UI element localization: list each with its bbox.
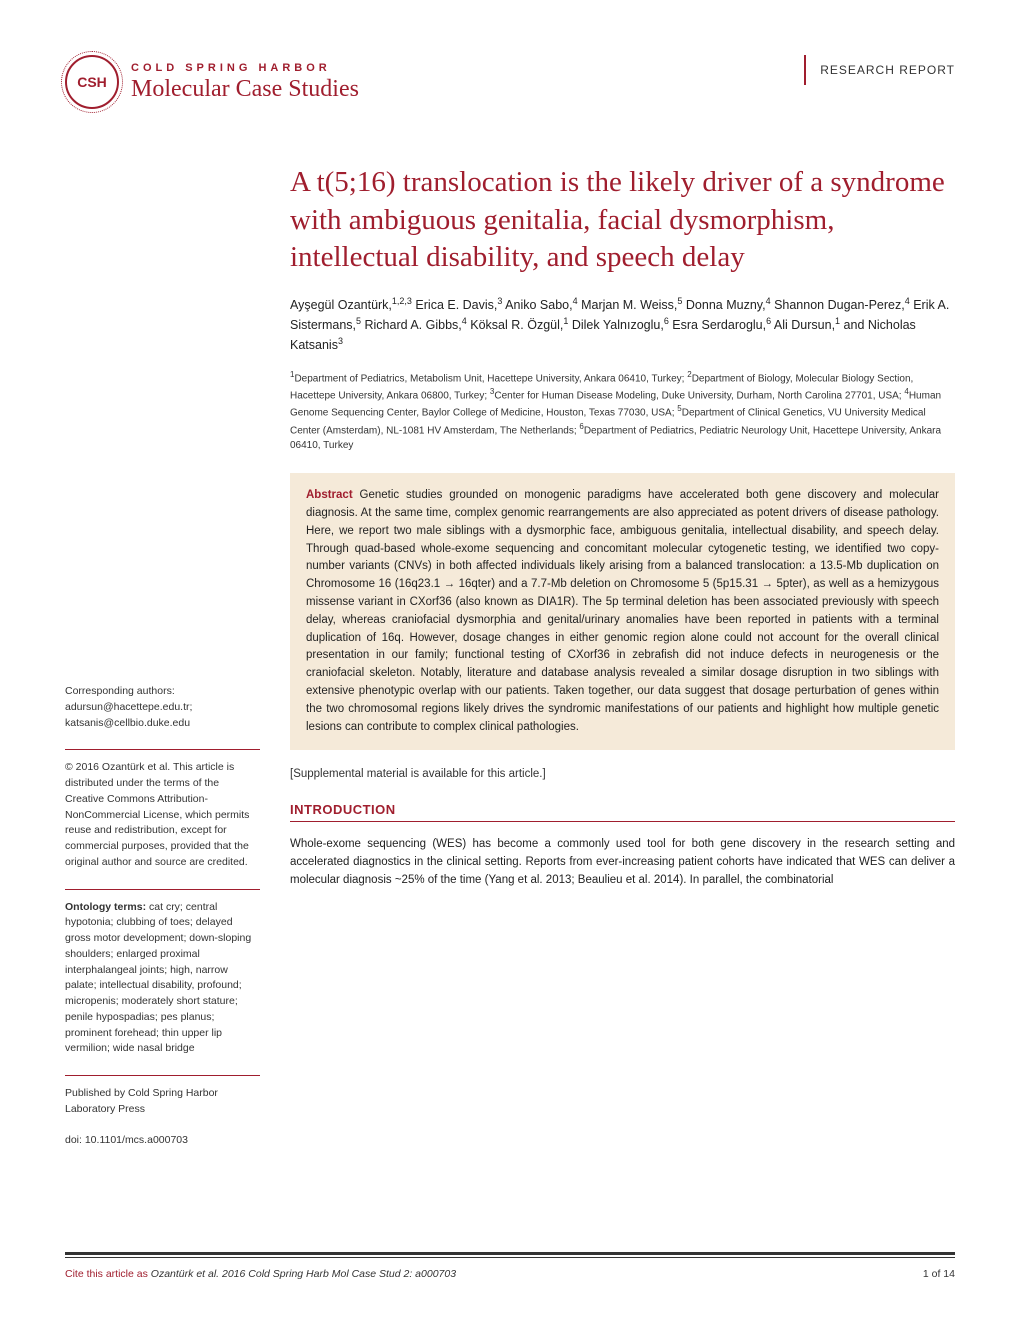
affiliations-list: 1Department of Pediatrics, Metabolism Un… (290, 369, 955, 453)
corresponding-emails: adursun@hacettepe.edu.tr; katsanis@cellb… (65, 701, 192, 729)
supplemental-note: [Supplemental material is available for … (290, 768, 955, 780)
citation-full: Ozantürk et al. 2016 Cold Spring Harb Mo… (151, 1268, 456, 1280)
page-header: CSH COLD SPRING HARBOR Molecular Case St… (65, 55, 955, 109)
ontology-label: Ontology terms: (65, 901, 146, 913)
corresponding-authors: Corresponding authors: adursun@hacettepe… (65, 684, 260, 749)
abstract-text: Genetic studies grounded on monogenic pa… (306, 489, 939, 733)
doi-text: doi: 10.1101/mcs.a000703 (65, 1133, 260, 1149)
article-title: A t(5;16) translocation is the likely dr… (290, 164, 955, 277)
page-number: 1 of 14 (923, 1268, 955, 1280)
main-content: A t(5;16) translocation is the likely dr… (290, 164, 955, 1167)
copyright-block: © 2016 Ozantürk et al. This article is d… (65, 749, 260, 888)
ontology-block: Ontology terms: cat cry; central hypoton… (65, 889, 260, 1076)
abstract-box: Abstract Genetic studies grounded on mon… (290, 473, 955, 750)
main-area: Corresponding authors: adursun@hacettepe… (65, 164, 955, 1167)
abstract-label: Abstract (306, 489, 353, 501)
page-footer: Cite this article as Ozantürk et al. 201… (65, 1252, 955, 1280)
csh-logo-icon: CSH (65, 55, 119, 109)
section-heading-introduction: INTRODUCTION (290, 802, 955, 822)
authors-list: Ayşegül Ozantürk,1,2,3 Erica E. Davis,3 … (290, 295, 955, 355)
ontology-terms: cat cry; central hypotonia; clubbing of … (65, 901, 251, 1055)
journal-info: COLD SPRING HARBOR Molecular Case Studie… (131, 62, 359, 103)
introduction-body: Whole-exome sequencing (WES) has become … (290, 836, 955, 889)
article-type-label: RESEARCH REPORT (804, 55, 955, 85)
published-block: Published by Cold Spring Harbor Laborato… (65, 1075, 260, 1167)
cite-label: Cite this article as (65, 1268, 148, 1280)
journal-name: Molecular Case Studies (131, 76, 359, 103)
corresponding-label: Corresponding authors: (65, 685, 175, 697)
published-by: Published by Cold Spring Harbor Laborato… (65, 1086, 260, 1118)
publisher-name: COLD SPRING HARBOR (131, 62, 359, 74)
sidebar: Corresponding authors: adursun@hacettepe… (65, 164, 260, 1167)
footer-content: Cite this article as Ozantürk et al. 201… (65, 1268, 955, 1280)
header-left: CSH COLD SPRING HARBOR Molecular Case St… (65, 55, 359, 109)
